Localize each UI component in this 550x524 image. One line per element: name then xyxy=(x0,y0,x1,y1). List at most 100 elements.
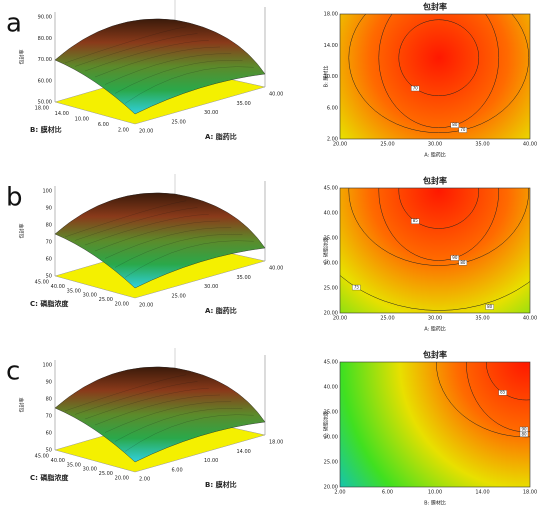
x-axis-label: B: 膜材比 xyxy=(205,480,237,489)
contour-line xyxy=(485,362,530,401)
y-axis-label: B: 膜材比 xyxy=(323,66,330,88)
z-tick-label: 90 xyxy=(46,206,52,212)
mesh-line xyxy=(74,207,198,241)
x-tick-label: 35.00 xyxy=(475,142,489,148)
x-tick-label: 35.00 xyxy=(475,316,489,322)
y-tick-label: 40.00 xyxy=(51,284,65,290)
contour-label-box xyxy=(411,85,420,92)
x-tick-label: 10.00 xyxy=(428,490,442,496)
mesh-line xyxy=(84,40,209,72)
x-tick-label: 18.00 xyxy=(269,440,283,446)
x-tick-label: 20.00 xyxy=(139,303,153,309)
y-axis-label: C: 磷脂浓度 xyxy=(323,411,330,438)
x-tick-label: 40.00 xyxy=(523,316,537,322)
surface xyxy=(54,192,266,289)
z-tick-label: 70 xyxy=(46,414,52,420)
contour-lines xyxy=(348,14,530,133)
x-tick-label: 14.00 xyxy=(475,490,489,496)
y-tick-label: 18.00 xyxy=(324,12,338,18)
contour-label: 90 xyxy=(452,255,458,260)
y-tick-label: 25.00 xyxy=(324,460,338,466)
x-tick-label: 18.00 xyxy=(523,490,537,496)
z-tick-label: 50 xyxy=(46,448,52,454)
x-tick-label: 20.00 xyxy=(139,129,153,135)
x-axis-label: A: 脂药比 xyxy=(424,152,446,159)
x-tick-label: 10.00 xyxy=(204,458,218,464)
mesh-line xyxy=(74,33,198,67)
x-tick-label: 25.00 xyxy=(380,316,394,322)
contour-label: 75 xyxy=(354,285,360,290)
contour-field xyxy=(339,187,531,314)
x-tick-label: 2.00 xyxy=(139,477,150,483)
mesh-line xyxy=(104,401,232,433)
contour-label: 80 xyxy=(452,122,458,127)
contour-label-box xyxy=(458,127,468,133)
x-tick-label: 20.00 xyxy=(333,316,347,322)
y-tick-label: 30.00 xyxy=(83,293,97,299)
y-tick-label: 30.00 xyxy=(324,435,338,441)
y-tick-label: 40.00 xyxy=(324,211,338,217)
contour-label-box xyxy=(485,304,494,310)
contour-title: 包封率 xyxy=(422,176,447,186)
mesh-line xyxy=(114,59,243,94)
x-tick-label: 30.00 xyxy=(204,110,218,116)
mesh-line xyxy=(124,66,254,104)
contour-label: 90 xyxy=(521,426,527,431)
mesh-line xyxy=(64,200,187,238)
mesh-line xyxy=(84,388,209,420)
y-tick-label: 25.00 xyxy=(99,471,113,477)
contour-label: 85 xyxy=(413,218,419,223)
y-tick-label: 40.00 xyxy=(324,385,338,391)
x-tick-label: 30.00 xyxy=(428,316,442,322)
y-tick-label: 20.00 xyxy=(115,302,129,308)
contour-label: 70 xyxy=(413,85,419,90)
y-tick-label: 10.00 xyxy=(324,74,338,80)
z-tick-label: 80 xyxy=(46,223,52,229)
contour-label: 70 xyxy=(460,127,466,132)
x-axis-label: A: 脂药比 xyxy=(424,326,446,333)
z-tick-label: 70 xyxy=(46,240,52,246)
mesh-line xyxy=(64,374,187,412)
y-tick-label: 40.00 xyxy=(51,458,65,464)
x-tick-label: 30.00 xyxy=(204,284,218,290)
z-axis-label: 包封率 xyxy=(19,223,26,238)
y-tick-label: 14.00 xyxy=(55,111,69,117)
y-tick-label: 30.00 xyxy=(324,261,338,267)
contour-label-box xyxy=(519,431,529,437)
mesh-line xyxy=(114,407,243,442)
mesh-line xyxy=(94,220,221,252)
contour-label: 80 xyxy=(487,304,493,309)
mesh-line xyxy=(104,53,232,85)
z-axis-label: 包封率 xyxy=(19,397,26,412)
contour-label: 85 xyxy=(500,390,506,395)
panel-letter: c xyxy=(6,357,20,387)
mesh-line xyxy=(104,227,232,259)
y-tick-label: 25.00 xyxy=(99,297,113,303)
contour-line xyxy=(378,14,500,128)
y-tick-label: 30.00 xyxy=(83,467,97,473)
x-tick-label: 2.00 xyxy=(334,490,345,496)
contour-title: 包封率 xyxy=(422,2,447,12)
x-tick-label: 30.00 xyxy=(428,142,442,148)
y-tick-label: 2.00 xyxy=(327,137,338,143)
x-tick-label: 40.00 xyxy=(523,142,537,148)
panel-letter: b xyxy=(6,183,23,213)
y-tick-label: 45.00 xyxy=(324,186,338,192)
x-tick-label: 40.00 xyxy=(269,266,283,272)
z-axis-label: 包封率 xyxy=(19,49,26,64)
y-tick-label: 6.00 xyxy=(327,105,338,111)
mesh-line xyxy=(124,414,254,452)
mesh-line xyxy=(64,26,187,64)
y-tick-label: 14.00 xyxy=(324,43,338,49)
contour-title: 包封率 xyxy=(422,350,447,360)
x-tick-label: 40.00 xyxy=(269,92,283,98)
x-axis-label: A: 脂药比 xyxy=(205,306,237,315)
y-axis-label: C: 磷脂浓度 xyxy=(30,473,69,482)
x-tick-label: 25.00 xyxy=(380,142,394,148)
contour-field xyxy=(339,361,531,488)
z-tick-label: 90.00 xyxy=(38,15,52,21)
contour-line xyxy=(398,188,480,229)
contour-label-box xyxy=(352,284,361,291)
mesh-line xyxy=(124,240,254,278)
